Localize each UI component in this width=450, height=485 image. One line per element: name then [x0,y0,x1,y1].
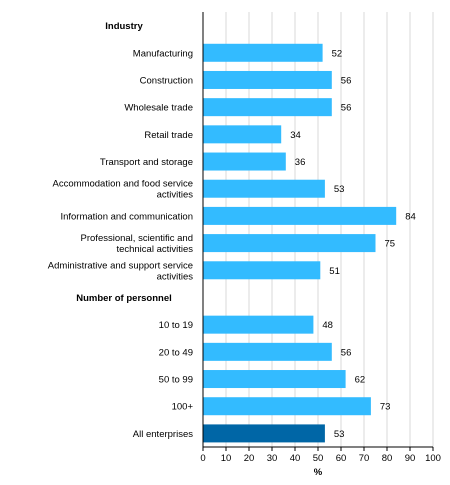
category-label-administrative-and-support-service-activities: Administrative and support service activi… [48,260,193,282]
bar-manufacturing [203,43,323,62]
category-label-all-enterprises: All enterprises [133,429,193,440]
x-tick-label: 50 [313,453,324,464]
x-axis-title: % [314,467,323,478]
x-tick-label: 0 [200,453,205,464]
value-label-professional-scientific-and-technical-activities: 75 [385,239,396,250]
value-label-accommodation-and-food-service-activities: 53 [334,184,345,195]
bar-construction [203,70,332,89]
bar-wholesale-trade [203,98,332,117]
category-label-transport-and-storage: Transport and storage [100,157,193,168]
value-label-wholesale-trade: 56 [341,103,352,114]
group-label-number-of-personnel: Number of personnel [76,293,172,304]
x-tick-label: 80 [382,453,393,464]
value-label-transport-and-storage: 36 [295,157,306,168]
category-label-professional-scientific-and-technical-activities: Professional, scientific and technical ac… [81,233,194,255]
category-label-50-to-99: 50 to 99 [159,375,193,386]
value-label-manufacturing: 52 [332,48,343,59]
bar-accommodation-and-food-service-activities [203,179,325,198]
x-tick-label: 70 [359,453,370,464]
value-label-information-and-communication: 84 [405,211,416,222]
x-tick-label: 90 [405,453,416,464]
bar-professional-scientific-and-technical-activities [203,234,376,253]
x-tick-label: 30 [267,453,278,464]
value-label-retail-trade: 34 [290,130,301,141]
value-label-20-to-49: 56 [341,347,352,358]
bar-transport-and-storage [203,152,286,171]
x-tick-label: 10 [221,453,232,464]
bar-retail-trade [203,125,282,144]
category-label-accommodation-and-food-service-activities: Accommodation and food service activities [53,179,194,201]
category-label-wholesale-trade: Wholesale trade [124,103,193,114]
bar-20-to-49 [203,342,332,361]
value-label-10-to-19: 48 [322,320,333,331]
x-tick-label: 40 [290,453,301,464]
category-label-10-to-19: 10 to 19 [159,320,193,331]
bar-administrative-and-support-service-activities [203,261,321,280]
category-label-20-to-49: 20 to 49 [159,347,193,358]
x-tick-label: 100 [425,453,441,464]
bar-10-to-19 [203,315,314,334]
x-axis: 0 10 20 30 40 50 60 70 80 90 100 [200,12,441,464]
category-label-retail-trade: Retail trade [144,130,193,141]
group-label-industry: Industry [105,21,143,32]
bar-all-enterprises [203,424,325,443]
value-label-administrative-and-support-service-activities: 51 [329,266,340,277]
bar-information-and-communication [203,206,397,225]
value-label-100: 73 [380,402,391,413]
bar-100 [203,397,371,416]
bar-50-to-99 [203,370,346,389]
value-label-50-to-99: 62 [355,375,366,386]
labels: Industry 52 Manufacturing 56 Construction 56 W… [48,21,416,440]
bars [203,43,397,443]
x-tick-label: 20 [244,453,255,464]
value-label-all-enterprises: 53 [334,429,345,440]
value-label-construction: 56 [341,75,352,86]
category-label-information-and-communication: Information and communication [60,211,193,222]
x-tick-label: 60 [336,453,347,464]
category-label-100: 100+ [172,402,194,413]
category-label-construction: Construction [140,75,193,86]
category-label-manufacturing: Manufacturing [133,48,193,59]
